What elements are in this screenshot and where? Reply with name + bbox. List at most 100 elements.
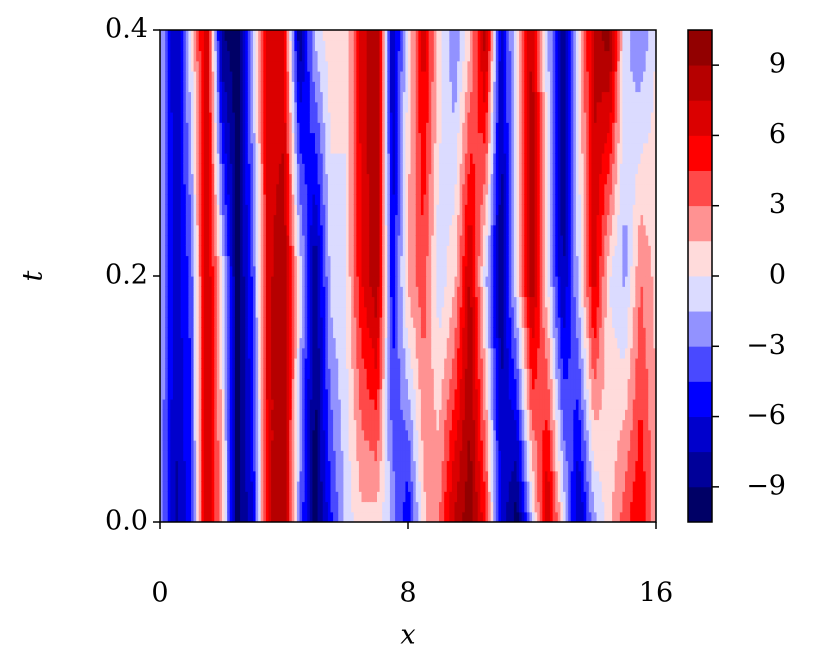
contour-piece xyxy=(327,450,332,462)
contour-piece xyxy=(299,317,303,328)
contour-piece xyxy=(384,296,388,308)
contour-piece xyxy=(309,450,314,462)
contour-piece xyxy=(201,368,205,380)
contour-piece xyxy=(242,358,246,369)
contour-piece xyxy=(490,327,494,339)
contour-piece xyxy=(245,317,249,328)
contour-piece xyxy=(281,368,285,380)
contour-piece xyxy=(162,286,166,298)
contour-piece xyxy=(237,491,241,503)
contour-piece xyxy=(172,358,177,369)
contour-piece xyxy=(408,399,412,410)
contour-piece xyxy=(209,317,213,328)
contour-piece xyxy=(462,501,466,513)
contour-piece xyxy=(304,429,308,441)
contour-piece xyxy=(286,388,290,400)
contour-piece xyxy=(222,491,226,503)
contour-piece xyxy=(428,481,432,492)
contour-piece xyxy=(392,419,396,431)
contour-piece xyxy=(172,347,177,359)
contour-piece xyxy=(490,317,494,328)
contour-piece xyxy=(302,481,306,492)
contour-piece xyxy=(240,276,244,287)
contour-piece xyxy=(330,306,334,318)
contour-piece xyxy=(276,347,280,359)
contour-piece xyxy=(260,511,264,522)
contour-piece xyxy=(317,450,321,462)
contour-piece xyxy=(309,317,314,328)
contour-piece xyxy=(369,440,373,451)
contour-piece xyxy=(369,460,373,472)
contour-piece xyxy=(307,481,311,492)
contour-piece xyxy=(201,347,205,359)
contour-piece xyxy=(495,296,500,308)
contour-piece xyxy=(377,296,381,308)
contour-piece xyxy=(198,388,202,400)
contour-piece xyxy=(441,450,445,462)
contour-piece xyxy=(377,337,381,349)
contour-piece xyxy=(420,450,425,462)
contour-piece xyxy=(170,388,174,400)
contour-piece xyxy=(253,440,257,451)
contour-piece xyxy=(289,306,293,318)
contour-piece xyxy=(178,460,182,472)
contour-piece xyxy=(482,450,487,462)
contour-piece xyxy=(219,511,223,522)
contour-piece xyxy=(423,440,427,451)
contour-piece xyxy=(439,491,443,503)
contour-piece xyxy=(322,440,326,451)
contour-piece xyxy=(294,306,298,318)
contour-piece xyxy=(245,306,249,318)
contour-piece xyxy=(501,481,505,492)
contour-piece xyxy=(214,491,218,503)
contour-piece xyxy=(371,419,376,431)
contour-piece xyxy=(493,491,497,503)
contour-piece xyxy=(389,419,394,431)
contour-piece xyxy=(495,368,500,380)
contour-piece xyxy=(209,276,213,287)
contour-piece xyxy=(364,419,368,431)
contour-piece xyxy=(322,358,326,369)
contour-piece xyxy=(415,511,419,522)
contour-piece xyxy=(312,378,316,390)
contour-piece xyxy=(503,511,507,522)
contour-piece xyxy=(245,440,249,451)
contour-piece xyxy=(333,511,337,522)
contour-piece xyxy=(299,327,303,339)
contour-piece xyxy=(519,327,523,339)
contour-piece xyxy=(358,368,363,380)
contour-piece xyxy=(413,306,417,318)
contour-piece xyxy=(413,429,417,441)
contour-piece xyxy=(400,481,404,492)
contour-piece xyxy=(258,429,262,441)
contour-piece xyxy=(165,347,169,359)
contour-piece xyxy=(413,440,417,451)
contour-piece xyxy=(521,419,525,431)
contour-piece xyxy=(454,286,458,298)
contour-piece xyxy=(237,501,241,513)
contour-piece xyxy=(490,296,494,308)
contour-piece xyxy=(286,419,290,431)
contour-piece xyxy=(506,317,510,328)
contour-piece xyxy=(281,491,285,503)
contour-piece xyxy=(457,470,461,482)
contour-piece xyxy=(265,296,270,308)
contour-piece xyxy=(178,327,182,339)
contour-piece xyxy=(405,399,409,410)
contour-piece xyxy=(198,327,202,339)
contour-piece xyxy=(302,470,306,482)
contour-piece xyxy=(511,388,515,400)
contour-piece xyxy=(408,409,412,421)
contour-piece xyxy=(415,440,419,451)
contour-piece xyxy=(333,358,337,369)
contour-piece xyxy=(498,409,502,421)
contour-piece xyxy=(255,450,259,462)
contour-piece xyxy=(519,317,523,328)
contour-piece xyxy=(503,419,507,431)
contour-piece xyxy=(358,511,363,522)
contour-piece xyxy=(229,481,233,492)
contour-piece xyxy=(353,347,357,359)
contour-piece xyxy=(265,470,270,482)
contour-piece xyxy=(170,327,174,339)
contour-piece xyxy=(278,276,283,287)
